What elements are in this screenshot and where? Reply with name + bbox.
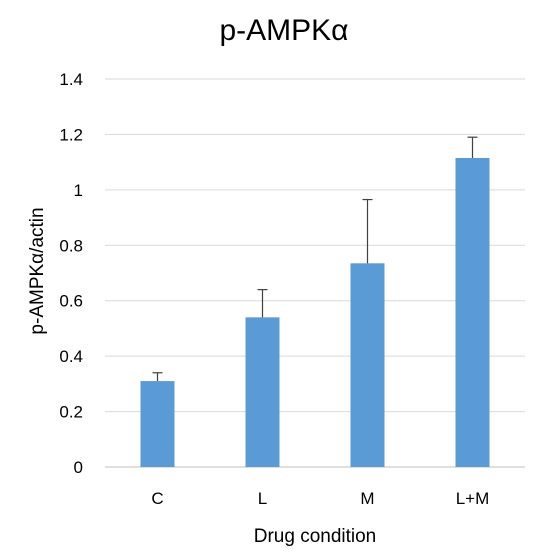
y-tick-label: 0.4: [59, 347, 83, 366]
error-bar: [257, 289, 268, 318]
gridlines: [105, 78, 525, 468]
x-axis-title: Drug condition: [254, 526, 377, 547]
y-tick-label: 0.6: [59, 292, 83, 311]
y-axis-title: p-AMPKα/actin: [27, 207, 48, 334]
x-tick-label: L: [258, 489, 267, 508]
y-tick-label: 0.8: [59, 236, 83, 255]
y-tick-label: 0.2: [59, 403, 83, 422]
y-tick-label: 0: [74, 458, 83, 477]
bar-l-m: [455, 157, 490, 467]
y-axis-ticks: 0 0.2 0.4 0.6 0.8 1 1.2 1.4: [59, 70, 83, 477]
x-tick-label: C: [151, 489, 163, 508]
chart-title: p-AMPKα: [219, 14, 348, 47]
bar-m: [350, 263, 385, 467]
x-tick-label: L+M: [456, 489, 490, 508]
x-tick-label: M: [360, 489, 374, 508]
y-tick-label: 1.2: [59, 125, 83, 144]
error-bar: [362, 198, 373, 264]
error-bar: [152, 372, 163, 382]
x-axis-ticks: C L M L+M: [151, 489, 489, 508]
y-tick-label: 1.4: [59, 70, 83, 89]
bars: [140, 157, 490, 467]
y-tick-label: 1: [74, 181, 83, 200]
error-bars: [152, 136, 478, 382]
bar-c: [140, 381, 175, 467]
error-bar: [467, 136, 478, 158]
bar-l: [245, 317, 280, 467]
